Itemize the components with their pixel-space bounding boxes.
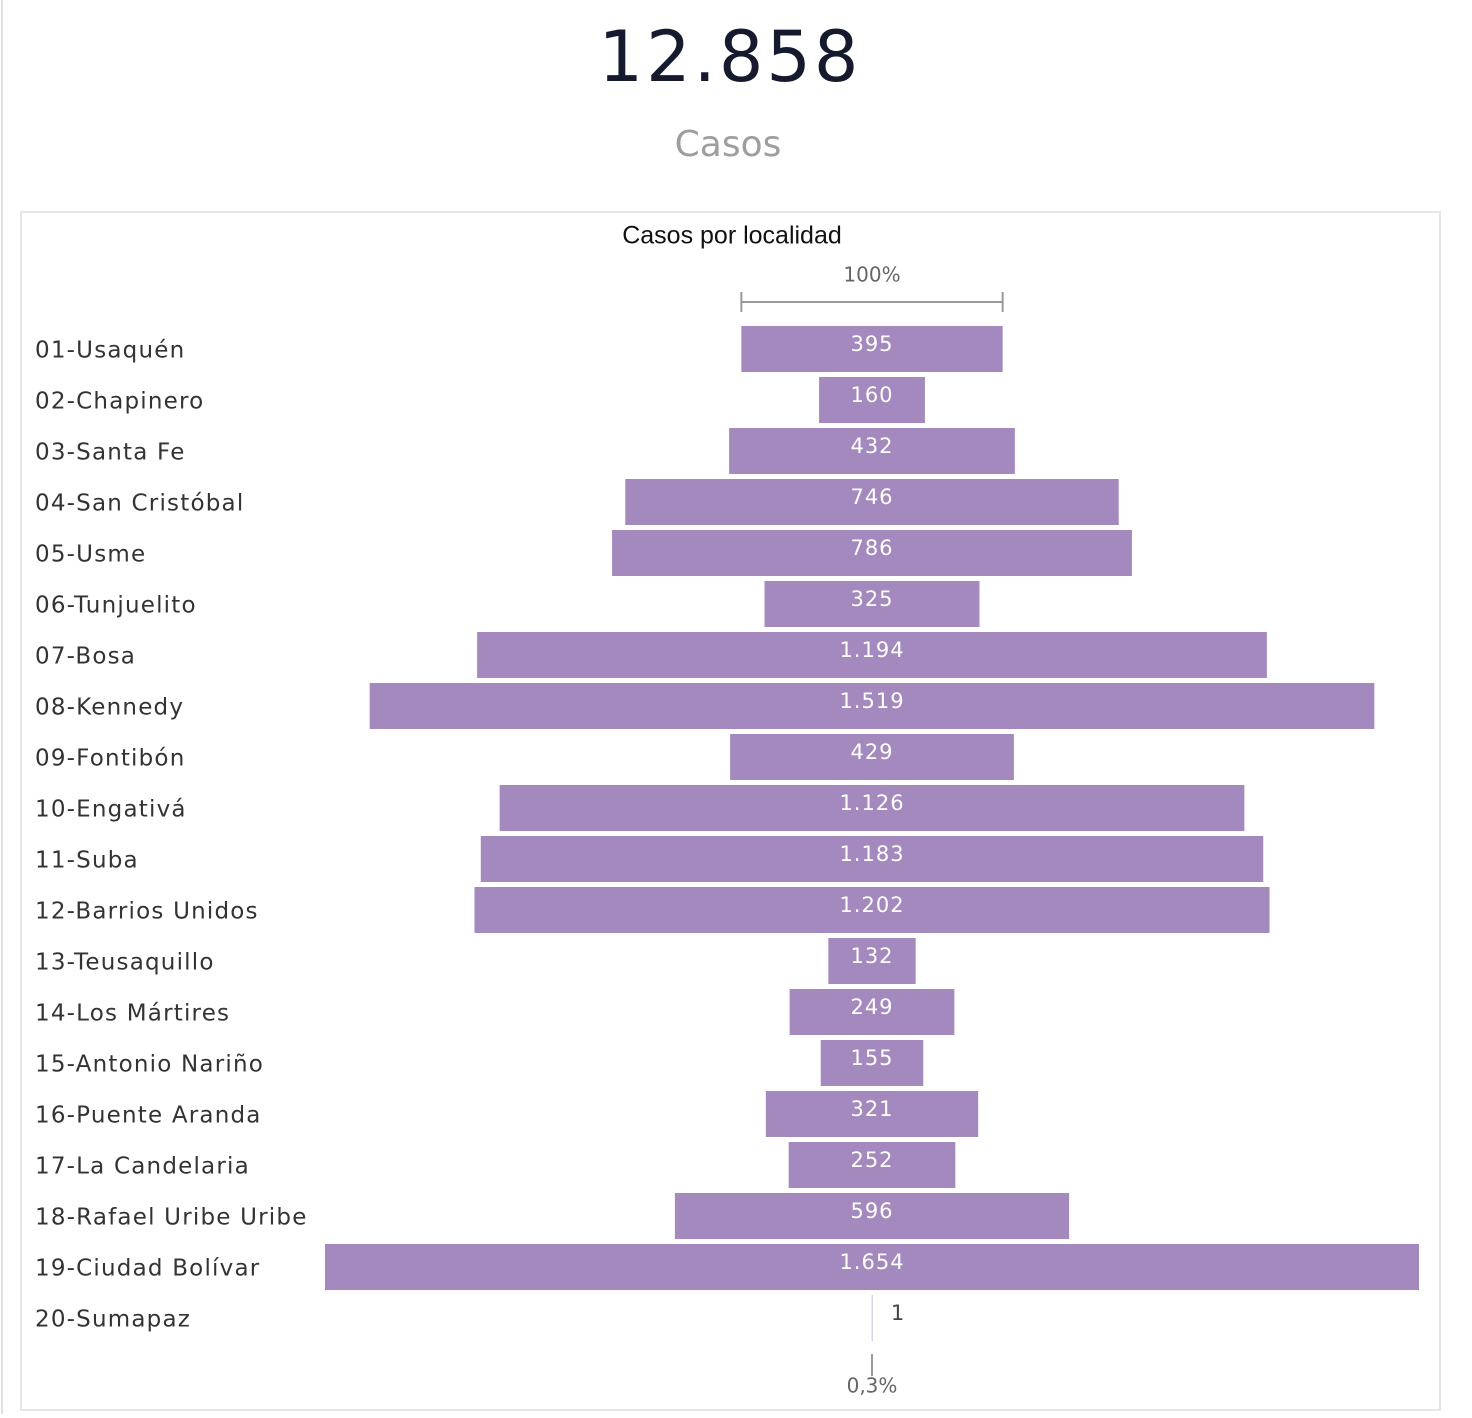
category-label: 06-Tunjuelito: [35, 593, 197, 619]
category-label: 04-San Cristóbal: [35, 491, 244, 517]
value-label: 1.202: [839, 893, 904, 917]
value-label: 321: [850, 1097, 893, 1121]
value-label: 252: [850, 1148, 893, 1172]
bar: [477, 632, 1267, 678]
bar: [729, 428, 1015, 474]
chart-frame: [20, 211, 1441, 1411]
bar: [730, 734, 1014, 780]
bar: [788, 1142, 956, 1188]
category-label: 14-Los Mártires: [35, 1001, 230, 1027]
value-label: 429: [850, 740, 893, 764]
value-label: 1: [891, 1301, 905, 1325]
bar: [480, 836, 1264, 882]
value-label: 160: [850, 383, 893, 407]
category-label: 15-Antonio Nariño: [35, 1052, 264, 1078]
value-label: 1.183: [839, 842, 904, 866]
category-label: 02-Chapinero: [35, 389, 204, 415]
value-label: 786: [850, 536, 893, 560]
category-label: 19-Ciudad Bolívar: [35, 1256, 260, 1282]
category-label: 11-Suba: [35, 848, 139, 874]
category-label: 08-Kennedy: [35, 695, 184, 721]
bar: [820, 1040, 924, 1086]
category-label: 01-Usaquén: [35, 338, 185, 364]
value-label: 132: [850, 944, 893, 968]
category-label: 05-Usme: [35, 542, 146, 568]
category-label: 12-Barrios Unidos: [35, 899, 259, 925]
bar: [764, 581, 980, 627]
value-label: 596: [850, 1199, 893, 1223]
chart-title: Casos por localidad: [622, 222, 842, 250]
bar: [369, 683, 1375, 729]
value-label: 746: [850, 485, 893, 509]
bar: [499, 785, 1245, 831]
category-label: 13-Teusaquillo: [35, 950, 215, 976]
value-label: 1.519: [839, 689, 904, 713]
value-label: 155: [850, 1046, 893, 1070]
bar: [765, 1091, 979, 1137]
kpi-caption: Casos: [675, 124, 782, 165]
category-label: 20-Sumapaz: [35, 1307, 191, 1333]
bar: [474, 887, 1270, 933]
category-label: 16-Puente Aranda: [35, 1103, 262, 1129]
category-label: 03-Santa Fe: [35, 440, 186, 466]
bottom-percent-label: 0,3%: [847, 1374, 898, 1398]
value-label: 1.194: [839, 638, 904, 662]
bar: [741, 326, 1003, 372]
top-percent-label: 100%: [843, 263, 900, 287]
value-label: 395: [850, 332, 893, 356]
bar: [325, 1244, 1419, 1290]
category-label: 17-La Candelaria: [35, 1154, 250, 1180]
category-label: 18-Rafael Uribe Uribe: [35, 1205, 308, 1231]
value-label: 432: [850, 434, 893, 458]
value-label: 1.126: [839, 791, 904, 815]
bar: [674, 1193, 1070, 1239]
bar: [612, 530, 1132, 576]
category-label: 07-Bosa: [35, 644, 136, 670]
bar: [625, 479, 1119, 525]
bar: [789, 989, 955, 1035]
bar: [828, 938, 916, 984]
kpi-value: 12.858: [599, 16, 862, 98]
category-label: 09-Fontibón: [35, 746, 185, 772]
funnel: 01-Usaquén 395 02-Chapinero 160 03-Santa Fe 4…: [35, 263, 1419, 1398]
bar: [871, 1295, 873, 1341]
value-label: 325: [850, 587, 893, 611]
value-label: 249: [850, 995, 893, 1019]
value-label: 1.654: [839, 1250, 904, 1274]
bar: [819, 377, 925, 423]
category-label: 10-Engativá: [35, 797, 187, 823]
